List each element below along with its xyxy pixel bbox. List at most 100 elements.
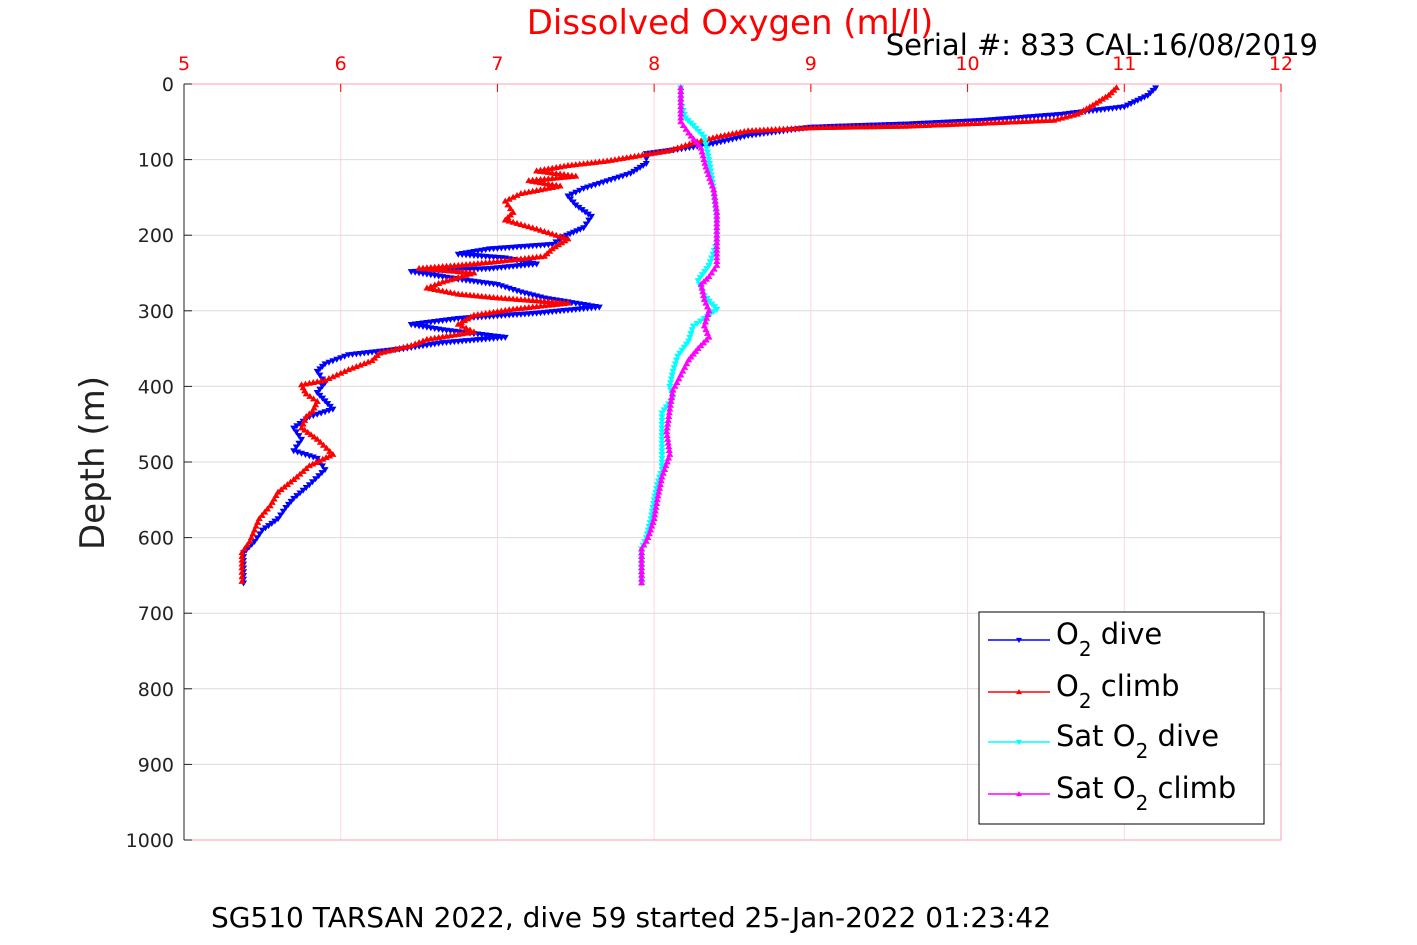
data-point [467,313,475,320]
legend-label: Sat O2 climb [1056,771,1236,815]
legend-label-base: Sat O [1056,719,1136,753]
data-point [548,230,556,237]
data-point [569,199,577,206]
data-point [482,259,490,266]
data-point [658,436,666,443]
data-point [695,141,703,148]
data-point [670,145,678,152]
data-point [317,377,325,384]
data-point [318,383,326,390]
data-point [261,508,269,515]
data-point [676,350,684,357]
legend-label-rest: dive [1148,719,1219,753]
legend-entry: Sat O2 climb [988,771,1236,815]
data-point [572,161,580,168]
data-point [501,306,509,313]
data-point [454,330,462,337]
data-point [702,142,710,149]
data-point [706,259,714,266]
data-point [446,332,454,339]
data-point [552,300,560,307]
data-point [556,182,564,189]
data-point [681,363,689,370]
data-point [435,286,443,293]
data-point [717,132,725,139]
legend-swatch-marker [1016,689,1022,695]
legend-label-base: O [1056,669,1079,703]
data-point [431,334,439,341]
data-point [486,258,494,265]
data-point [474,311,482,318]
data-point [454,273,462,280]
data-point [556,300,564,307]
data-point [721,131,729,138]
data-point [696,275,704,282]
legend-label: Sat O2 dive [1056,719,1219,763]
data-point [595,158,603,165]
series-layer [238,84,1160,587]
data-point [564,162,572,169]
data-point [1101,93,1110,100]
data-point [466,291,474,298]
data-point [1089,101,1097,108]
data-point [283,481,291,488]
data-point [703,145,711,152]
data-point [302,465,310,472]
data-point [509,193,517,200]
data-point [309,379,317,386]
y-tick-label: 900 [138,754,174,776]
data-point [533,225,541,232]
data-point [703,149,711,156]
data-point [709,251,717,258]
data-point [525,303,533,310]
data-point [564,235,572,242]
data-point [442,267,451,274]
data-point [486,293,494,300]
data-point [319,441,328,448]
data-point [295,433,303,440]
data-point [607,156,615,163]
legend-entry: O2 climb [988,669,1180,713]
data-point [556,232,564,239]
data-point [658,410,666,417]
data-point [509,305,517,312]
data-point [427,265,435,272]
data-point [671,361,679,368]
data-point [505,217,513,224]
data-point [388,346,396,353]
data-point [587,159,595,166]
data-point [318,470,326,477]
data-point [690,135,698,142]
data-point [462,271,470,278]
data-point [497,257,505,264]
data-point [544,301,552,308]
data-point [287,478,295,485]
data-point [325,374,333,381]
legend-box [978,611,1265,825]
data-point [513,219,521,226]
data-point [364,358,372,365]
data-point [419,337,427,344]
data-point [345,366,353,373]
data-point [486,309,494,316]
data-point [1061,113,1070,120]
data-point [478,292,486,299]
data-point [439,287,447,294]
data-point [442,288,451,295]
x-tick-label: 12 [1269,53,1293,75]
data-point [1065,112,1073,119]
data-point [427,335,435,342]
data-point [697,342,705,349]
data-point [517,304,525,311]
data-point [560,162,568,169]
data-point [713,261,721,268]
data-point [315,473,323,480]
x-tick-label: 8 [648,53,660,75]
data-point [521,304,529,311]
data-point [493,258,501,265]
data-point [356,361,364,368]
x-tick-label: 6 [335,53,347,75]
data-point [308,479,317,486]
data-point [591,158,599,165]
data-point [564,193,572,200]
